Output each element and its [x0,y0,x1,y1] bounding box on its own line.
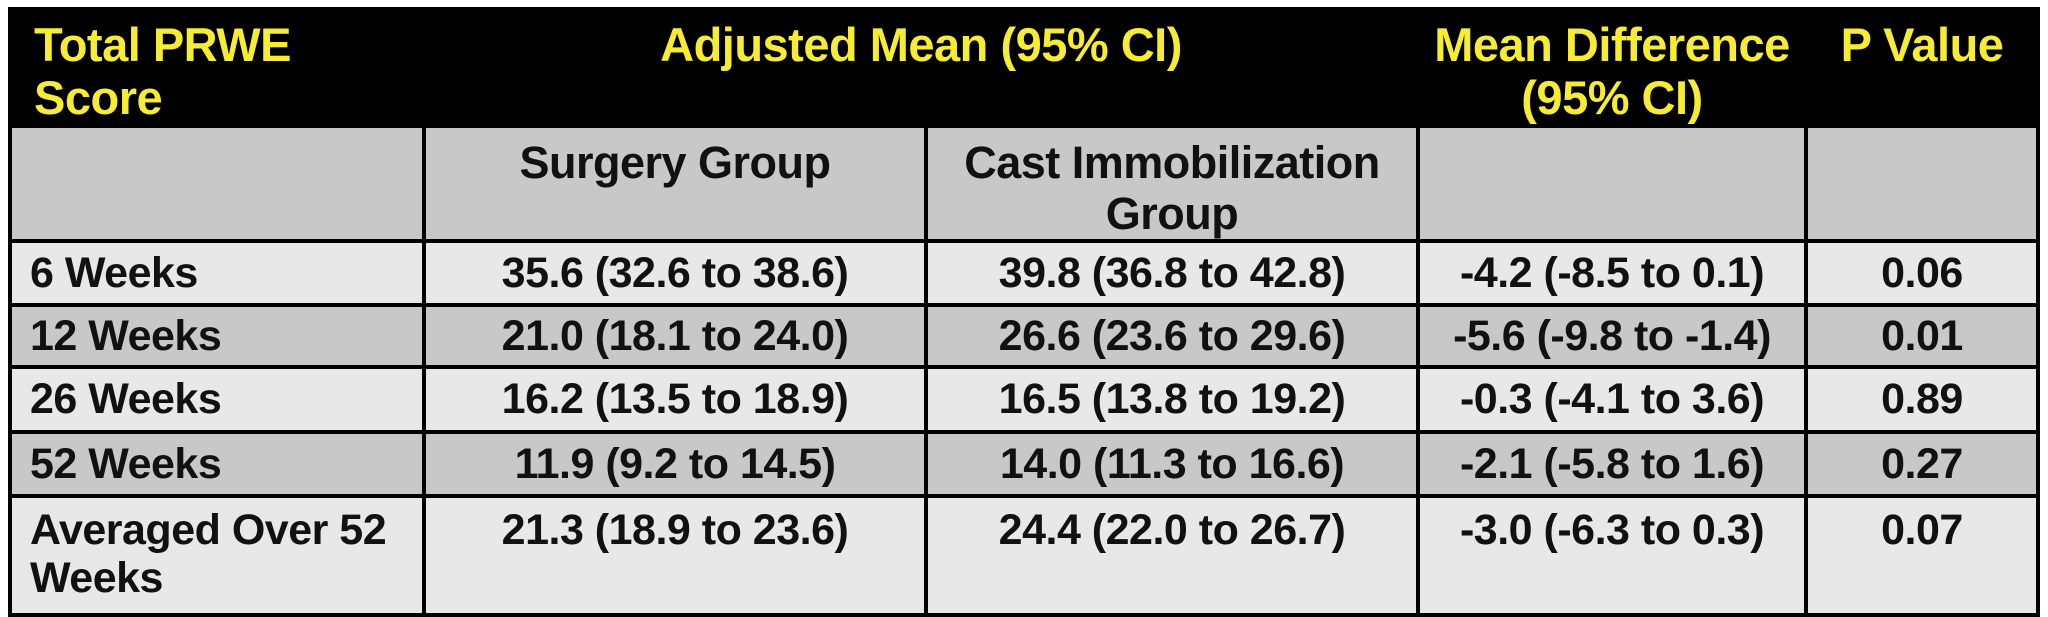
table-subheader-row: Surgery Group Cast Immobilization Group [8,124,2040,244]
surgery-value: 11.9 (9.2 to 14.5) [422,430,928,499]
cast-value: 24.4 (22.0 to 26.7) [924,494,1420,617]
timepoint-label: 52 Weeks [8,430,426,499]
timepoint-label: 12 Weeks [8,303,426,370]
surgery-value: 16.2 (13.5 to 18.9) [422,365,928,435]
p-value: 0.01 [1804,303,2040,370]
header-mean-difference-line2: (95% CI) [1521,70,1703,124]
header-total-prwe-score: Total PRWE Score [8,6,426,129]
subheader-empty-label-cell [8,124,426,244]
header-p-value: P Value [1804,6,2040,129]
subheader-cast-immobilization-group: Cast Immobilization Group [924,124,1420,244]
cast-value: 16.5 (13.8 to 19.2) [924,365,1420,435]
p-value: 0.27 [1804,430,2040,499]
p-value: 0.89 [1804,365,2040,435]
mean-difference-value: -3.0 (-6.3 to 0.3) [1416,494,1808,617]
cast-value: 26.6 (23.6 to 29.6) [924,303,1420,370]
subheader-empty-diff-cell [1416,124,1808,244]
table-row-52-weeks: 52 Weeks 11.9 (9.2 to 14.5) 14.0 (11.3 t… [8,430,2040,499]
prwe-results-table: Total PRWE Score Adjusted Mean (95% CI) … [8,6,2040,617]
p-value: 0.07 [1804,494,2040,617]
mean-difference-value: -2.1 (-5.8 to 1.6) [1416,430,1808,499]
mean-difference-value: -4.2 (-8.5 to 0.1) [1416,239,1808,308]
surgery-value: 21.3 (18.9 to 23.6) [422,494,928,617]
cast-value: 14.0 (11.3 to 16.6) [924,430,1420,499]
surgery-value: 21.0 (18.1 to 24.0) [422,303,928,370]
table-row-26-weeks: 26 Weeks 16.2 (13.5 to 18.9) 16.5 (13.8 … [8,365,2040,435]
table-row-6-weeks: 6 Weeks 35.6 (32.6 to 38.6) 39.8 (36.8 t… [8,239,2040,308]
mean-difference-value: -0.3 (-4.1 to 3.6) [1416,365,1808,435]
mean-difference-value: -5.6 (-9.8 to -1.4) [1416,303,1808,370]
subheader-empty-pvalue-cell [1804,124,2040,244]
table-row-averaged-over-52-weeks: Averaged Over 52 Weeks 21.3 (18.9 to 23.… [8,494,2040,617]
cast-value: 39.8 (36.8 to 42.8) [924,239,1420,308]
surgery-value: 35.6 (32.6 to 38.6) [422,239,928,308]
header-adjusted-mean-group: Adjusted Mean (95% CI) [422,6,1420,129]
timepoint-label: 6 Weeks [8,239,426,308]
header-mean-difference: Mean Difference (95% CI) [1416,6,1808,129]
p-value: 0.06 [1804,239,2040,308]
header-mean-difference-line1: Mean Difference [1434,18,1790,71]
table-row-12-weeks: 12 Weeks 21.0 (18.1 to 24.0) 26.6 (23.6 … [8,303,2040,370]
timepoint-label: 26 Weeks [8,365,426,435]
timepoint-label: Averaged Over 52 Weeks [8,494,426,617]
subheader-surgery-group: Surgery Group [422,124,928,244]
table-header-row: Total PRWE Score Adjusted Mean (95% CI) … [8,6,2040,129]
